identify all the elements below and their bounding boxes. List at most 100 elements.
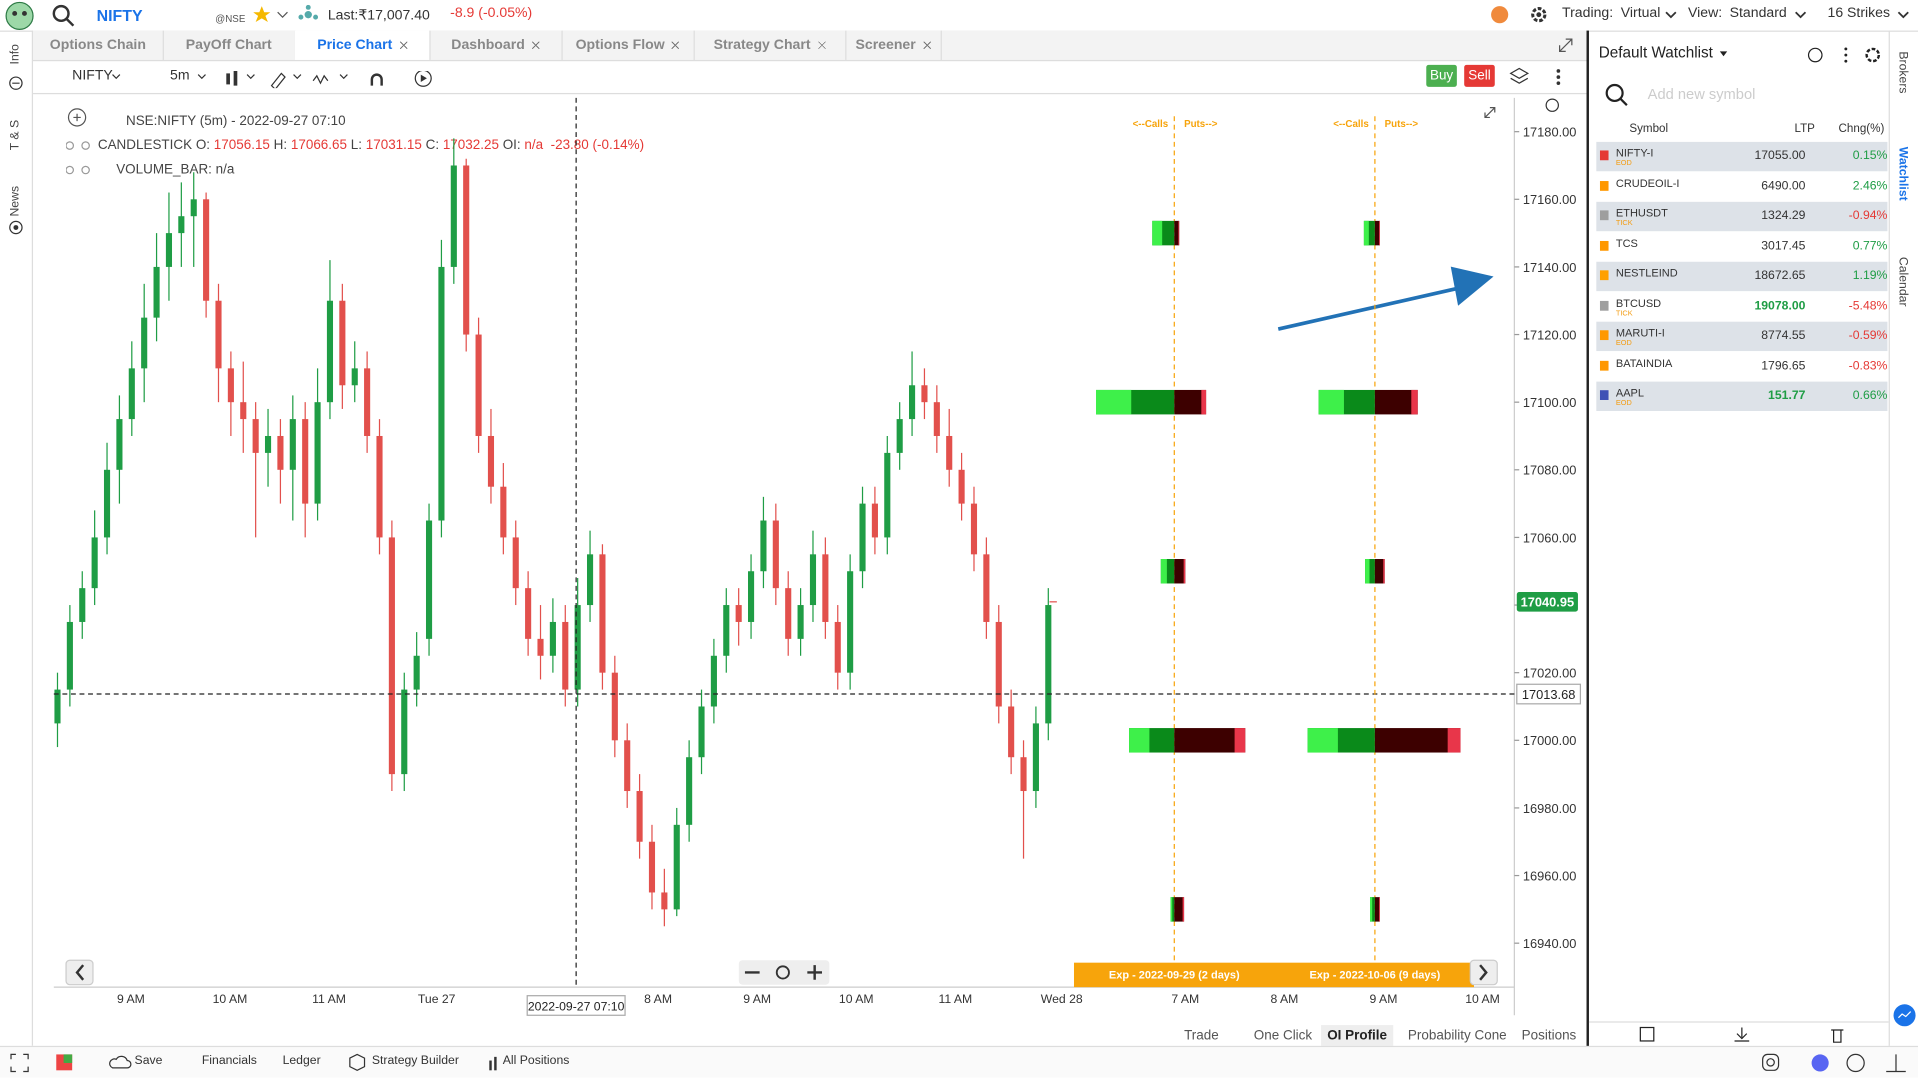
sidebar-calendar[interactable]: Calendar: [1895, 256, 1910, 307]
watchlist-icons[interactable]: [1719, 46, 1884, 63]
watchlist-row[interactable]: CRUDEOIL-I 6490.00 2.46%: [1596, 171, 1888, 202]
flag: [1599, 270, 1609, 281]
tab[interactable]: Strategy Chart: [694, 30, 847, 60]
sidebar-brokers[interactable]: Brokers: [1895, 51, 1910, 94]
row-tag: TICK: [1615, 220, 1633, 228]
candle-body: [425, 520, 433, 639]
watchlist-row[interactable]: ETHUSDT TICK 1324.29 -0.94%: [1596, 201, 1888, 232]
bottom-tab[interactable]: Positions: [1521, 1028, 1577, 1044]
symbol[interactable]: NIFTY: [96, 6, 143, 25]
row-symbol: MARUTI-I: [1615, 326, 1665, 339]
tab-close[interactable]: [817, 41, 826, 49]
toolbar-right-icons[interactable]: [1509, 67, 1570, 87]
oi-value: n/a: [524, 138, 544, 153]
watchlist-search-icon[interactable]: [1605, 83, 1629, 107]
x-tick-label: 11 AM: [312, 992, 346, 1006]
change: -8.9 (-0.05%): [450, 6, 533, 21]
tab-bar: [33, 30, 1587, 62]
candle-body: [884, 452, 891, 538]
bottom-tab[interactable]: OI Profile: [1321, 1025, 1394, 1048]
watchlist-row[interactable]: BTCUSD TICK 19078.00 -5.48%: [1596, 291, 1888, 322]
candle-body: [116, 419, 123, 470]
crosshair-price-box: [1516, 683, 1582, 705]
search-icon[interactable]: [51, 4, 75, 28]
flag: [1599, 150, 1609, 161]
legend-icons: [66, 108, 90, 175]
view-mode[interactable]: Standard: [1729, 6, 1787, 21]
toolbar: [33, 61, 1587, 95]
x-tick-label: Wed 28: [1041, 992, 1083, 1006]
sell-button[interactable]: Sell: [1464, 64, 1495, 87]
watchlist-row[interactable]: NESTLEIND 18672.65 1.19%: [1596, 261, 1888, 292]
watchlist-row[interactable]: MARUTI-I EOD 8774.55 -0.59%: [1596, 321, 1888, 352]
interval[interactable]: 5m: [170, 68, 190, 84]
footer-strategy-builder[interactable]: Strategy Builder: [371, 1054, 459, 1068]
tab[interactable]: Dashboard: [429, 30, 563, 60]
watchlist-row[interactable]: AAPL EOD 151.77 0.66%: [1596, 381, 1888, 412]
volume-name: VOLUME_BAR:: [116, 162, 212, 178]
candle-body: [673, 824, 680, 910]
col-change[interactable]: Chng(%): [1838, 122, 1885, 136]
col-ltp[interactable]: LTP: [1794, 122, 1815, 136]
calls-label: <--Calls: [1333, 119, 1369, 130]
x-tick-label: 9 AM: [1370, 992, 1398, 1006]
toolbar-symbol[interactable]: NIFTY: [72, 68, 113, 84]
tab-close[interactable]: [672, 41, 680, 49]
candle-body: [91, 537, 98, 589]
footer-ledger[interactable]: Ledger: [282, 1054, 321, 1068]
col-symbol[interactable]: Symbol: [1629, 122, 1669, 136]
x-tick-label: 10 AM: [839, 992, 874, 1006]
candle-body: [698, 706, 705, 758]
x-tick-label: 8 AM: [644, 992, 672, 1006]
footer-financials[interactable]: Financials: [201, 1054, 257, 1068]
oi-calls-outer: [1370, 897, 1373, 922]
oi-calls-outer: [1318, 389, 1344, 415]
trading-mode[interactable]: Virtual: [1620, 6, 1661, 21]
oi-puts-bar: [1174, 728, 1246, 753]
oi-puts-outer: [1234, 728, 1246, 753]
fab[interactable]: [1892, 1003, 1916, 1027]
tab[interactable]: Options Chain: [33, 30, 164, 60]
watchlist-title[interactable]: Default Watchlist: [1598, 44, 1713, 62]
tab[interactable]: Options Flow: [561, 30, 695, 60]
theme-icon[interactable]: [1490, 5, 1510, 25]
tab-close[interactable]: [399, 41, 407, 49]
strikes[interactable]: 16 Strikes: [1827, 6, 1891, 21]
toolbar-icons[interactable]: [110, 70, 440, 89]
bottom-tab[interactable]: Trade: [1184, 1028, 1219, 1044]
footer-right-icons[interactable]: [1759, 1052, 1912, 1074]
c-value: 17032.25: [442, 138, 499, 153]
footer-all-positions[interactable]: All Positions: [502, 1054, 570, 1068]
watchlist-row[interactable]: BATAINDIA 1796.65 -0.83%: [1596, 351, 1888, 382]
bottom-tab[interactable]: One Click: [1253, 1028, 1313, 1044]
add-symbol-input[interactable]: Add new symbol: [1647, 85, 1756, 103]
flag: [1599, 300, 1609, 311]
row-symbol: TCS: [1615, 236, 1638, 249]
row-symbol: NIFTY-I: [1615, 146, 1654, 160]
tab-close[interactable]: [923, 41, 931, 49]
bottom-tab[interactable]: Probability Cone: [1407, 1028, 1507, 1044]
buy-button[interactable]: Buy: [1426, 64, 1457, 87]
tab[interactable]: Screener: [845, 30, 942, 60]
nav-buttons[interactable]: [65, 959, 1498, 986]
oi-puts-bar: [1174, 559, 1186, 584]
calls-label: <--Calls: [1133, 119, 1169, 130]
candle-body: [401, 689, 408, 775]
watchlist-footer-icons[interactable]: [1639, 1026, 1847, 1043]
tab-close[interactable]: [532, 41, 540, 49]
watchlist-row[interactable]: TCS 3017.45 0.77%: [1596, 231, 1888, 262]
flag: [1599, 390, 1609, 400]
sidebar-watchlist[interactable]: Watchlist: [1895, 146, 1910, 201]
watchlist-row[interactable]: NIFTY-I EOD 17055.00 0.15%: [1596, 141, 1888, 172]
expand-icon[interactable]: [1557, 37, 1574, 54]
l-label: L:: [350, 138, 362, 153]
tab[interactable]: Price Chart: [294, 30, 431, 60]
oi-puts-bar: [1174, 220, 1180, 246]
o-value: 17056.15: [213, 138, 270, 153]
settings-icon[interactable]: [1529, 5, 1549, 25]
chart-settings[interactable]: [1545, 98, 1559, 112]
footer-save[interactable]: Save: [134, 1054, 163, 1068]
chart-expand[interactable]: [1484, 107, 1496, 119]
favorite[interactable]: [253, 6, 290, 23]
